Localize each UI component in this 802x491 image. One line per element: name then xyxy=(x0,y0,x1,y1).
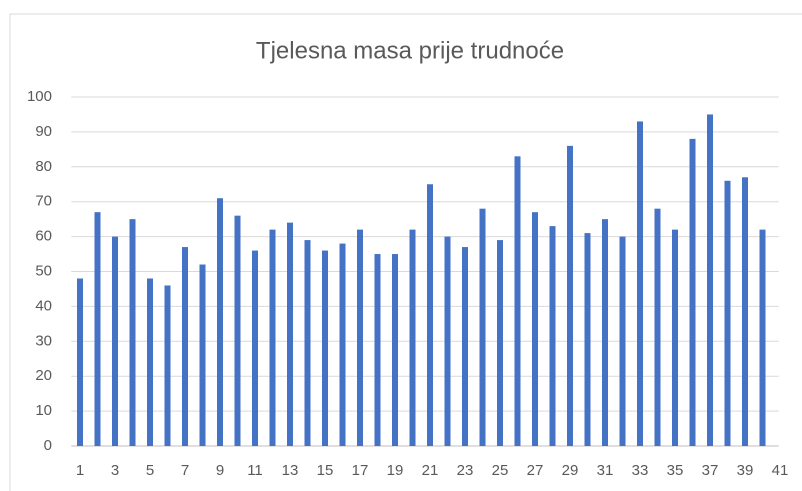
bar xyxy=(619,236,626,446)
bar xyxy=(269,229,276,446)
bar xyxy=(392,254,398,446)
bar xyxy=(567,145,573,447)
bar xyxy=(164,285,171,446)
x-tick-label: 41 xyxy=(772,462,789,479)
y-tick-label: 50 xyxy=(35,262,52,279)
bar xyxy=(479,208,486,446)
bar xyxy=(672,229,678,446)
bar xyxy=(304,240,311,446)
bar xyxy=(234,215,241,446)
x-tick-label: 7 xyxy=(181,462,189,479)
x-tick-label: 27 xyxy=(527,462,544,479)
y-tick-label: 80 xyxy=(35,158,52,175)
x-tick-label: 15 xyxy=(317,462,334,479)
x-tick-label: 33 xyxy=(632,462,649,479)
x-tick-label: 1 xyxy=(76,462,84,479)
x-tick-label: 31 xyxy=(597,462,614,479)
bar xyxy=(637,121,643,447)
bar xyxy=(94,212,101,446)
x-tick-label: 13 xyxy=(282,462,299,479)
bar xyxy=(112,236,118,446)
bar xyxy=(759,229,766,446)
bar xyxy=(707,114,713,446)
x-tick-label: 25 xyxy=(492,462,509,479)
bar xyxy=(602,219,608,446)
bar xyxy=(549,226,556,446)
bar xyxy=(252,250,258,446)
x-tick-label: 19 xyxy=(387,462,404,479)
bar xyxy=(427,184,433,446)
bar xyxy=(339,243,346,446)
bar xyxy=(374,254,381,446)
bar xyxy=(357,229,363,446)
bar xyxy=(217,198,223,446)
y-tick-label: 70 xyxy=(35,193,52,210)
bar xyxy=(77,278,83,446)
chart-title: Tjelesna masa prije trudnoće xyxy=(256,37,564,64)
y-tick-label: 0 xyxy=(44,437,52,454)
bar xyxy=(497,240,503,446)
y-tick-label: 10 xyxy=(35,402,52,419)
y-tick-label: 20 xyxy=(35,367,52,384)
x-tick-label: 11 xyxy=(247,462,263,479)
x-tick-label: 39 xyxy=(737,462,754,479)
y-tick-label: 90 xyxy=(35,123,52,140)
bar xyxy=(147,278,153,446)
bar xyxy=(287,222,293,446)
x-tick-label: 17 xyxy=(352,462,369,479)
x-tick-label: 9 xyxy=(216,462,224,479)
x-tick-label: 21 xyxy=(422,462,439,479)
bar xyxy=(654,208,661,446)
bar xyxy=(689,138,696,446)
bar xyxy=(462,247,468,446)
y-tick-label: 30 xyxy=(35,332,52,349)
x-tick-label: 3 xyxy=(111,462,119,479)
x-tick-label: 23 xyxy=(457,462,474,479)
x-tick-label: 35 xyxy=(667,462,684,479)
bar xyxy=(584,233,591,446)
y-tick-label: 100 xyxy=(27,88,52,105)
y-tick-label: 40 xyxy=(35,297,52,314)
bar xyxy=(129,219,136,446)
bar xyxy=(444,236,451,446)
bar xyxy=(322,250,328,446)
x-tick-label: 5 xyxy=(146,462,154,479)
bar xyxy=(514,156,521,446)
y-tick-label: 60 xyxy=(35,228,52,245)
bar xyxy=(532,212,538,446)
bar xyxy=(742,177,748,446)
bar xyxy=(182,247,188,446)
x-tick-label: 29 xyxy=(562,462,579,479)
chart-frame xyxy=(9,13,802,491)
bar xyxy=(409,229,416,446)
x-tick-label: 37 xyxy=(702,462,719,479)
bar xyxy=(199,264,206,446)
bar xyxy=(724,180,731,446)
